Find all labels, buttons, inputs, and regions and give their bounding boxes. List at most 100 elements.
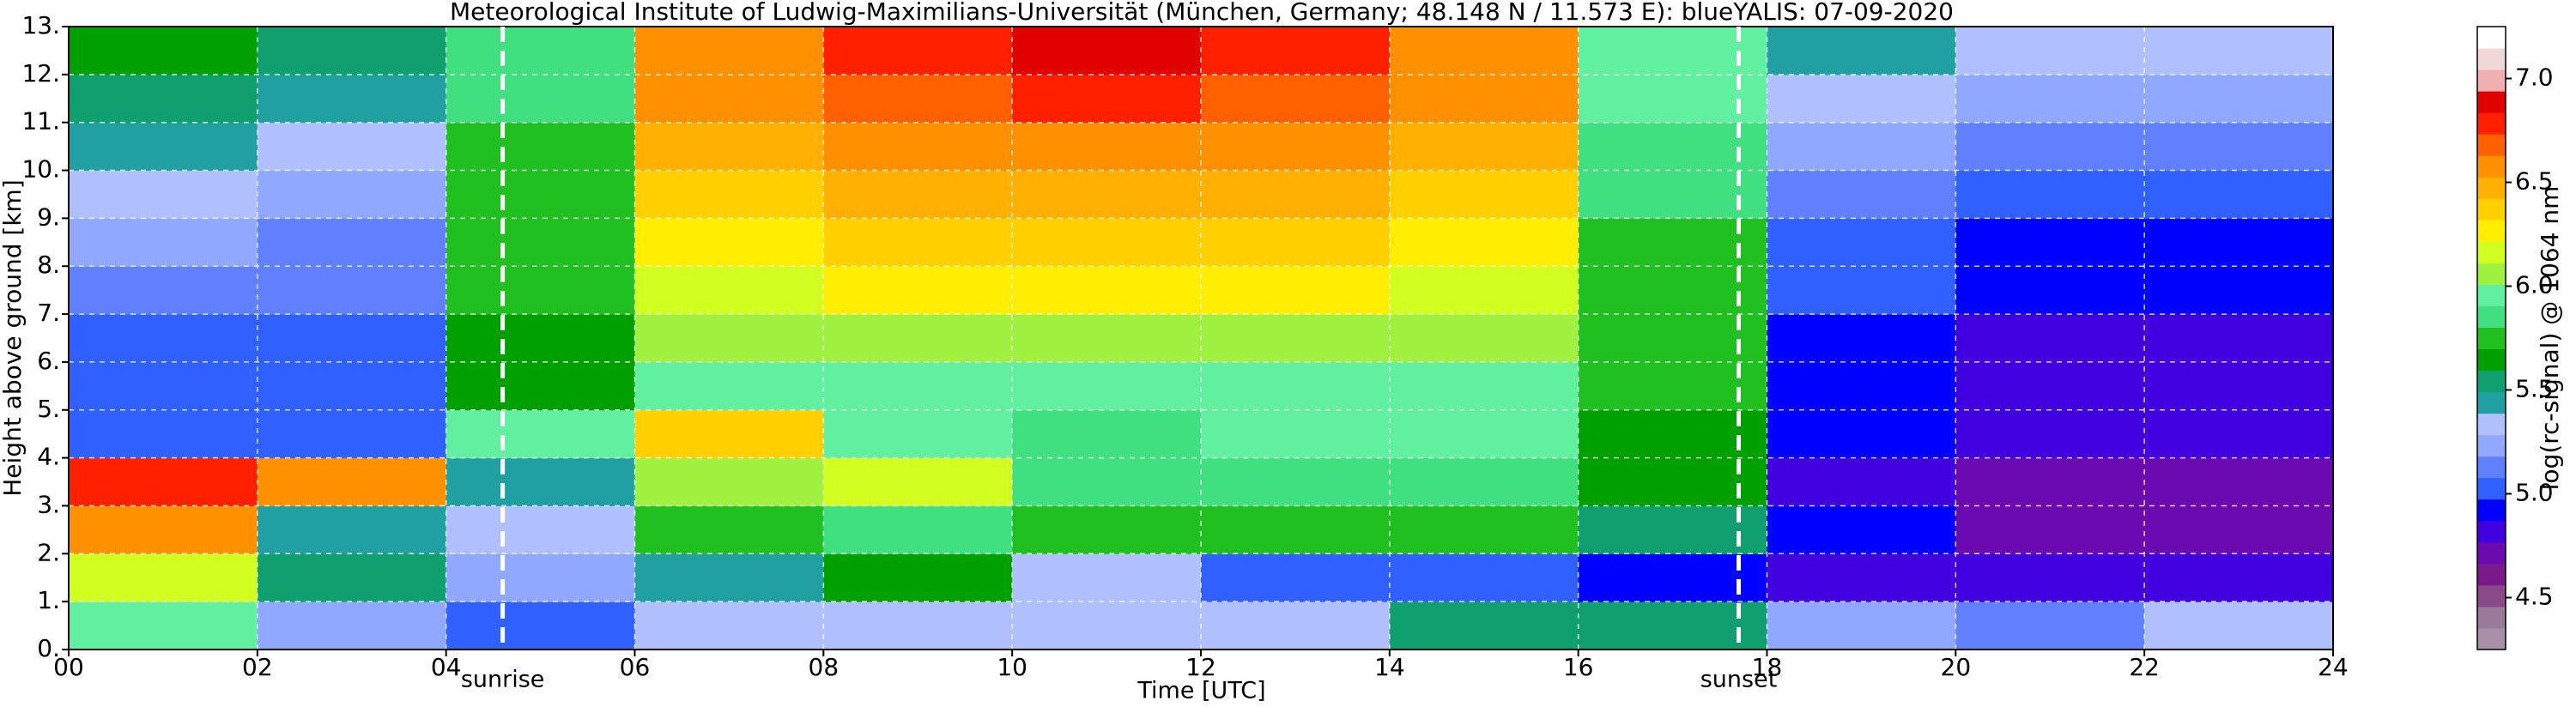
heat-cell: [1012, 553, 1202, 602]
colorbar-level: [2477, 520, 2506, 543]
x-tick-label: 02: [242, 653, 273, 681]
heat-cell: [1012, 361, 1202, 411]
heat-cell: [634, 505, 824, 554]
heat-cell: [69, 409, 258, 459]
heat-cell: [634, 601, 824, 650]
y-tick-label: 11.: [21, 107, 60, 136]
heat-cell: [1201, 218, 1391, 267]
heat-cell: [69, 601, 258, 650]
heat-cell: [1767, 170, 1956, 219]
heat-cell: [1767, 553, 1956, 602]
colorbar-level: [2477, 48, 2506, 70]
heat-cell: [257, 601, 447, 650]
colorbar-level: [2477, 391, 2506, 414]
heat-cell: [445, 314, 635, 363]
heat-cell: [1201, 505, 1391, 554]
colorbar-level: [2477, 499, 2506, 522]
y-tick-label: 10.: [21, 155, 60, 184]
heat-cell: [69, 361, 258, 411]
y-tick-label: 6.: [37, 347, 60, 375]
heat-cell: [1201, 170, 1391, 219]
colorbar-level: [2477, 112, 2506, 135]
heat-cell: [634, 314, 824, 363]
heat-cell: [445, 27, 635, 76]
heat-cell: [1389, 266, 1579, 315]
heat-cell: [1767, 457, 1956, 506]
overlay: [62, 26, 2334, 656]
heat-cell: [634, 27, 824, 76]
heat-cell: [1012, 27, 1202, 76]
colorbar-level: [2477, 348, 2506, 372]
colorbar-level: [2477, 241, 2506, 263]
heat-cell: [445, 122, 635, 172]
heat-cell: [823, 218, 1013, 267]
colorbar-level: [2477, 563, 2506, 586]
heat-cell: [1012, 457, 1202, 506]
heat-cell: [1201, 266, 1391, 315]
heat-cell: [1389, 601, 1579, 650]
heat-cell: [1201, 314, 1391, 363]
heat-cell: [257, 505, 447, 554]
heat-cell: [1578, 601, 1767, 650]
heat-cell: [1389, 553, 1579, 602]
heat-cell: [69, 553, 258, 602]
chart-title: Meteorological Institute of Ludwig-Maxim…: [450, 0, 1954, 26]
heat-cell: [634, 122, 824, 172]
heat-cell: [1767, 409, 1956, 459]
heat-cell: [2144, 457, 2334, 506]
heat-cell: [257, 122, 447, 172]
colorbar-level: [2477, 584, 2506, 607]
heat-cell: [1955, 218, 2145, 267]
heat-cell: [634, 409, 824, 459]
heat-cell: [823, 314, 1013, 363]
x-tick-label: 14: [1374, 653, 1405, 681]
heat-cell: [1955, 122, 2145, 172]
y-tick-label: 12.: [21, 59, 60, 88]
heat-cell: [823, 505, 1013, 554]
colorbar-tick-label: 4.5: [2515, 583, 2554, 611]
heat-cell: [1767, 601, 1956, 650]
heat-cell: [1578, 266, 1767, 315]
heat-cell: [1389, 218, 1579, 267]
y-tick-label: 4.: [37, 443, 60, 471]
heat-cell: [257, 409, 447, 459]
x-tick-label: 18: [1752, 653, 1783, 681]
heat-cell: [1201, 409, 1391, 459]
heat-cell: [445, 170, 635, 219]
heat-cell: [445, 457, 635, 506]
heat-cell: [445, 601, 635, 650]
heat-cell: [1201, 27, 1391, 76]
x-axis-label: Time [UTC]: [1136, 678, 1265, 704]
heat-cell: [2144, 314, 2334, 363]
x-tick-label: 08: [809, 653, 839, 681]
heat-cell: [1955, 170, 2145, 219]
heat-cell: [1578, 361, 1767, 411]
colorbar-level: [2477, 541, 2506, 565]
heat-cell: [69, 266, 258, 315]
heat-cell: [1201, 122, 1391, 172]
colorbar-level: [2477, 198, 2506, 221]
heat-cell: [69, 170, 258, 219]
colorbar-tick-label: 6.0: [2515, 271, 2554, 299]
heat-cell: [1389, 74, 1579, 124]
x-tick-label: 10: [997, 653, 1027, 681]
heat-cell: [634, 457, 824, 506]
heat-cell: [1012, 601, 1202, 650]
heat-cell: [823, 457, 1013, 506]
heat-cell: [69, 218, 258, 267]
heat-cell: [1955, 601, 2145, 650]
heat-cell: [1955, 553, 2145, 602]
heat-cell: [1955, 74, 2145, 124]
colorbar-level: [2477, 284, 2506, 306]
heat-cell: [1767, 122, 1956, 172]
heat-cell: [1767, 361, 1956, 411]
heat-cell: [2144, 218, 2334, 267]
heat-cell: [1955, 314, 2145, 363]
y-tick-label: 7.: [37, 299, 60, 327]
x-tick-label: 24: [2318, 653, 2349, 681]
heat-cell: [257, 457, 447, 506]
y-tick-label: 0.: [37, 634, 60, 662]
colorbar-level: [2477, 305, 2506, 328]
heat-cell: [257, 218, 447, 267]
